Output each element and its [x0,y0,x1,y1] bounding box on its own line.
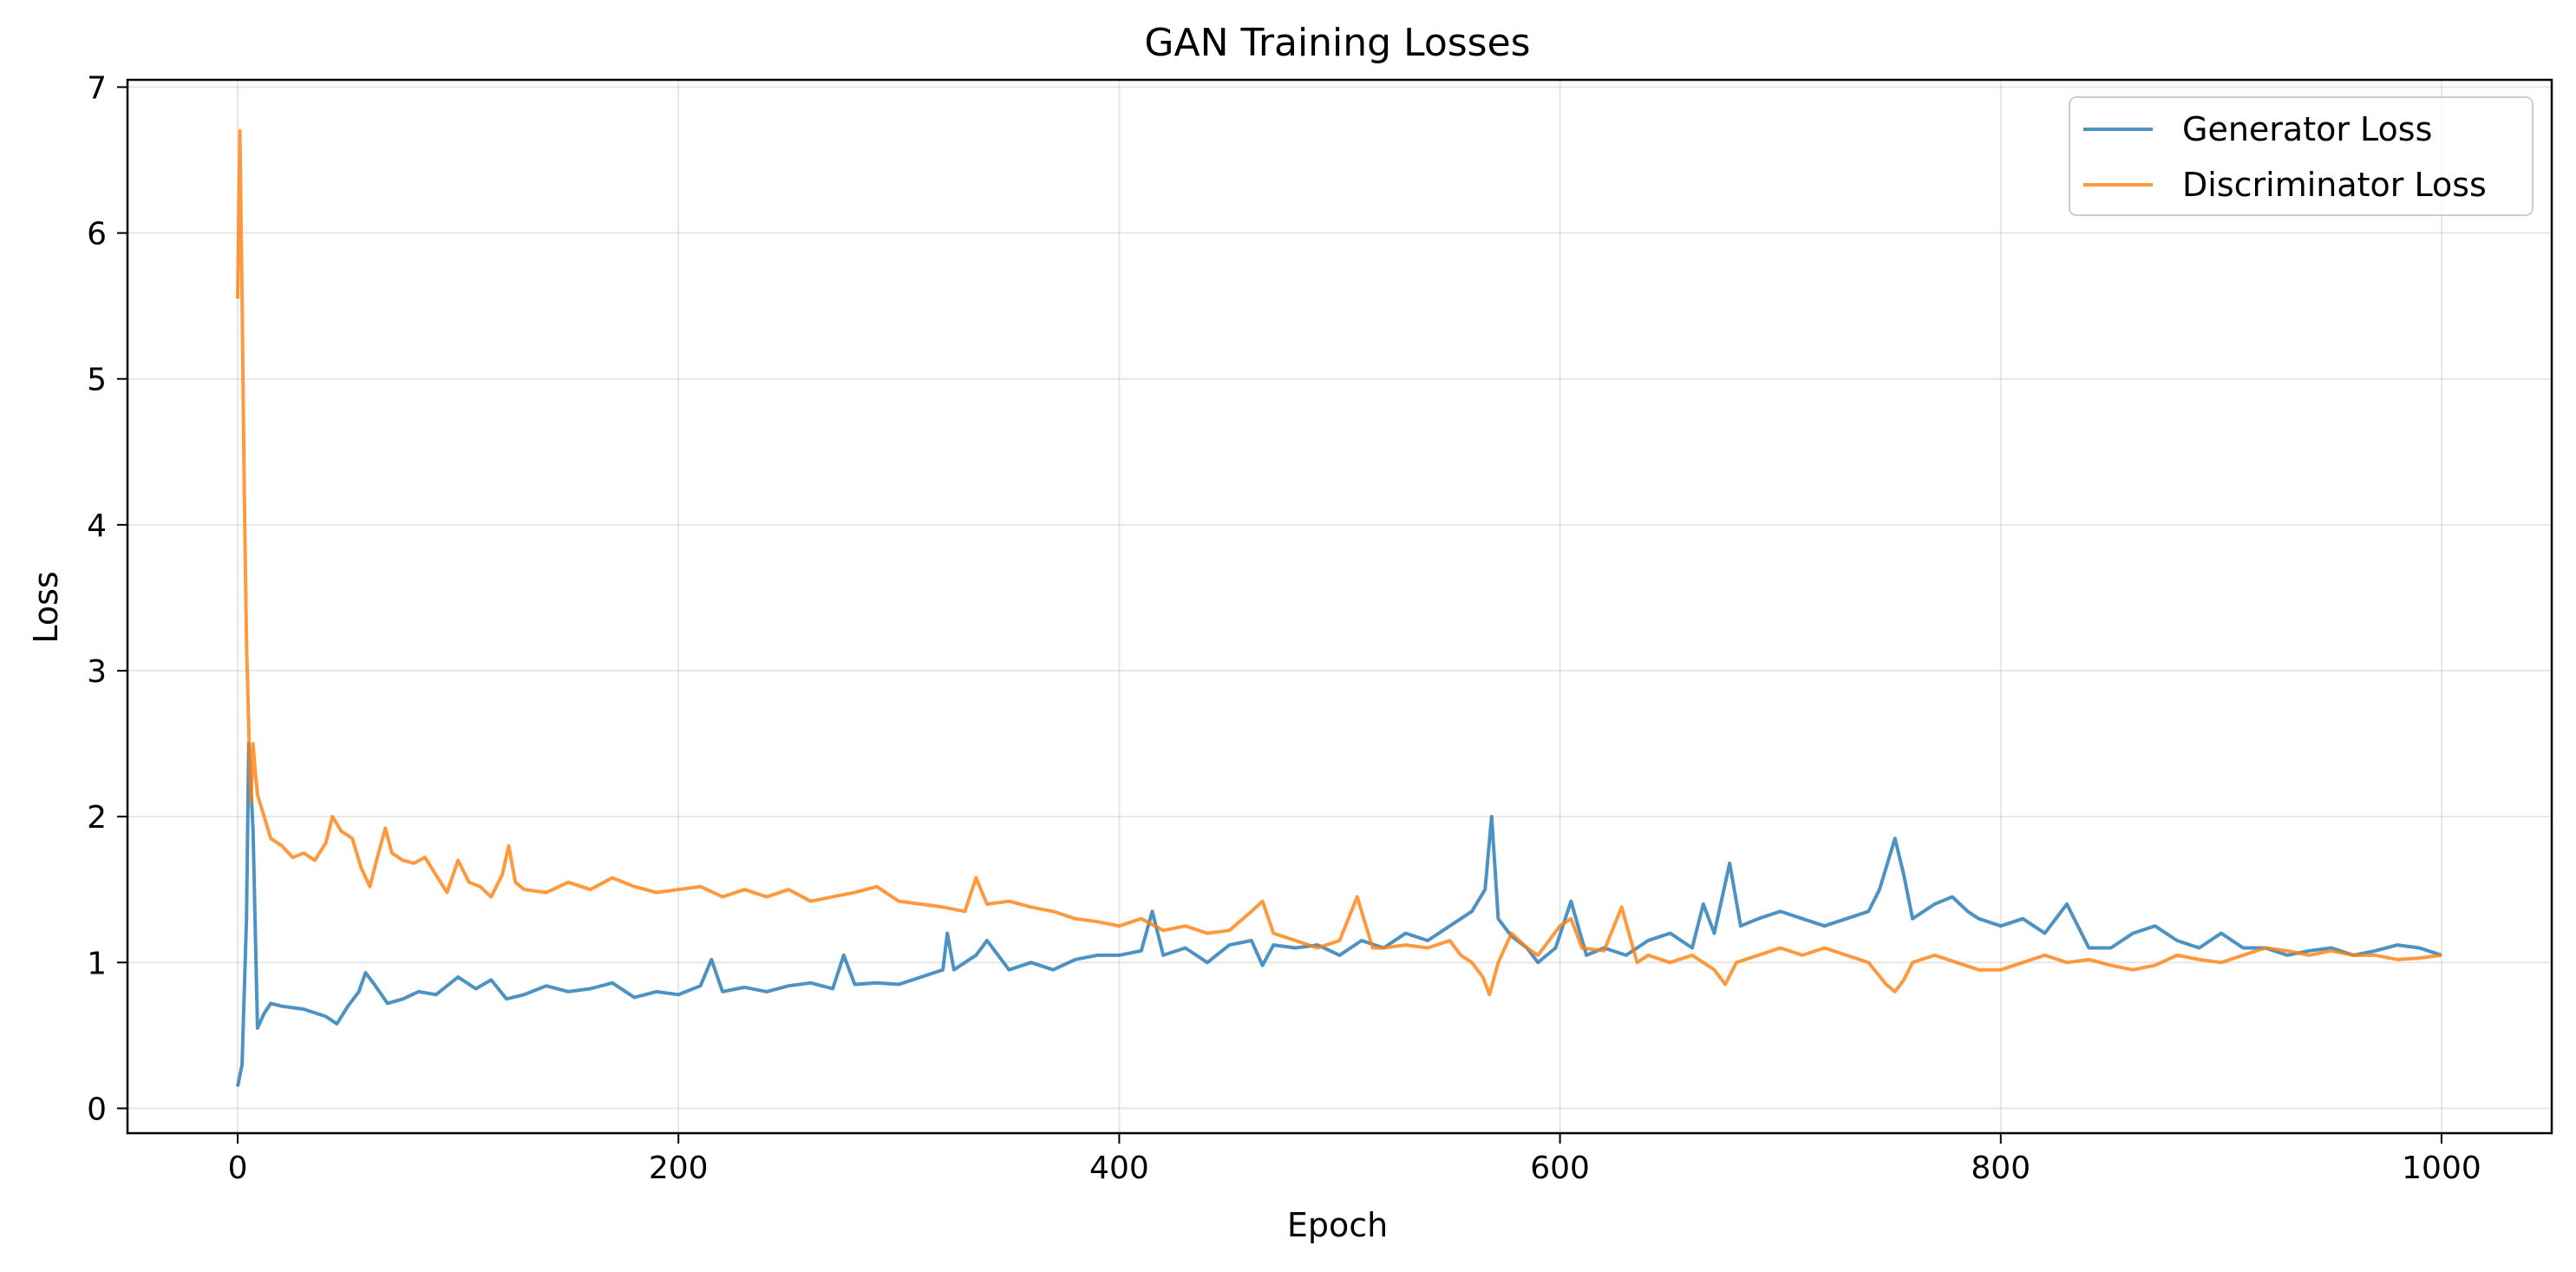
gridlines [127,80,2552,1133]
x-tick-label: 1000 [2402,1151,2481,1186]
legend-box [2069,96,2534,216]
y-tick-label: 2 [87,800,107,836]
y-axis-label: Loss [27,571,65,643]
x-tick-label: 600 [1530,1151,1590,1186]
legend-label: Discriminator Loss [2182,166,2487,204]
y-tick-label: 0 [87,1092,107,1127]
chart-title: GAN Training Losses [1144,21,1530,65]
x-tick-label: 800 [1971,1151,2030,1186]
y-tick-label: 3 [87,654,107,690]
x-tick-label: 200 [649,1151,709,1186]
x-axis: 0 200 400 600 800 1000 [228,1133,2481,1186]
y-tick-label: 6 [87,217,107,252]
y-axis: 0 1 2 3 4 5 6 7 [87,70,127,1127]
y-tick-label: 1 [87,946,107,981]
plot-frame [126,78,2553,1135]
series-layer [236,128,2442,1087]
x-tick-label: 0 [228,1151,248,1186]
legend-label: Generator Loss [2182,110,2432,148]
y-tick-label: 7 [87,70,107,106]
y-tick-label: 5 [87,363,107,398]
series-line [236,742,2442,1087]
x-tick-label: 400 [1089,1151,1149,1186]
x-axis-label: Epoch [1287,1206,1388,1244]
y-tick-label: 4 [87,508,107,544]
legend: Generator Loss Discriminator Loss [2069,96,2534,216]
series-line [236,128,2442,997]
